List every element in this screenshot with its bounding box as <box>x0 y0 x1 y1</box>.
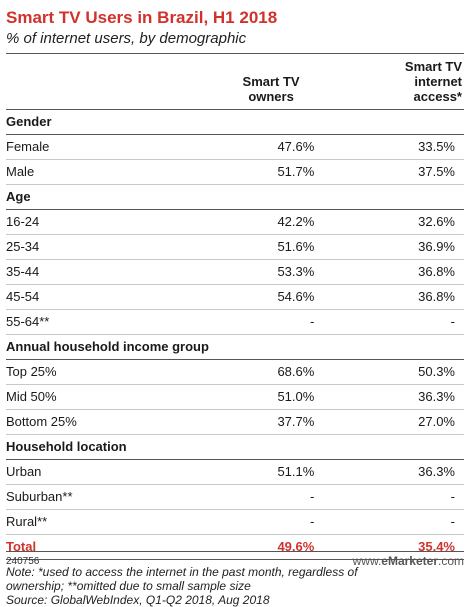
table-row: Female 47.6% 33.5% <box>6 134 464 160</box>
owners-value: 37.7% <box>225 409 341 435</box>
owners-value: 51.1% <box>225 459 341 485</box>
table-row: 35-44 53.3% 36.8% <box>6 259 464 285</box>
note-line-2: ownership; **omitted due to small sample… <box>6 579 251 593</box>
owners-value: - <box>225 309 341 335</box>
chart-id: 240756 <box>6 556 40 567</box>
row-label: 35-44 <box>6 259 226 285</box>
access-value: 36.3% <box>340 384 464 410</box>
total-owners-value: 49.6% <box>225 534 341 560</box>
owners-value: 68.6% <box>225 359 341 385</box>
row-label: 45-54 <box>6 284 226 310</box>
table-row: 16-24 42.2% 32.6% <box>6 209 464 235</box>
header-access: Smart TV internet access* <box>340 54 464 110</box>
brand-logo: www.eMarketer.com <box>353 554 464 568</box>
top-rule <box>6 53 464 54</box>
table-row: Top 25% 68.6% 50.3% <box>6 359 464 385</box>
section-header-row: Gender <box>6 109 464 135</box>
access-value: 36.3% <box>340 459 464 485</box>
row-label: Female <box>6 134 226 160</box>
access-value: 36.8% <box>340 284 464 310</box>
table-row: 55-64** - - <box>6 309 464 335</box>
owners-value: 53.3% <box>225 259 341 285</box>
access-value: 33.5% <box>340 134 464 160</box>
access-value: 32.6% <box>340 209 464 235</box>
owners-value: 51.7% <box>225 159 341 185</box>
row-label: Top 25% <box>6 359 226 385</box>
owners-value: - <box>225 509 341 535</box>
header-owners: Smart TV owners <box>226 54 341 110</box>
row-label: 16-24 <box>6 209 226 235</box>
owners-value: - <box>225 484 341 510</box>
table-row: Mid 50% 51.0% 36.3% <box>6 384 464 410</box>
note: Note: *used to access the internet in th… <box>6 565 464 607</box>
section-header-row: Annual household income group <box>6 334 464 360</box>
owners-value: 42.2% <box>225 209 341 235</box>
data-table: Smart TV owners Smart TV internet access… <box>6 54 464 560</box>
total-label: Total <box>6 534 226 560</box>
table-row: Male 51.7% 37.5% <box>6 159 464 185</box>
row-label: Mid 50% <box>6 384 226 410</box>
section-header-row: Age <box>6 184 464 210</box>
table-row: 45-54 54.6% 36.8% <box>6 284 464 310</box>
table-row: Suburban** - - <box>6 484 464 510</box>
table-body: Gender Female 47.6% 33.5% Male 51.7% 37.5% Age 1… <box>6 109 464 560</box>
section-header-row: Household location <box>6 434 464 460</box>
access-value: 36.9% <box>340 234 464 260</box>
access-value: 50.3% <box>340 359 464 385</box>
total-row: Total 49.6% 35.4% <box>6 534 464 560</box>
row-label: 55-64** <box>6 309 226 335</box>
section-title: Gender <box>6 109 464 135</box>
row-label: Suburban** <box>6 484 226 510</box>
header-label-cell <box>6 54 226 110</box>
table-row: Bottom 25% 37.7% 27.0% <box>6 409 464 435</box>
access-value: - <box>340 509 464 535</box>
chart-subtitle: % of internet users, by demographic <box>6 30 247 47</box>
owners-value: 51.6% <box>225 234 341 260</box>
row-label: Male <box>6 159 226 185</box>
section-title: Annual household income group <box>6 334 464 360</box>
table-row: Rural** - - <box>6 509 464 535</box>
brand-name: eMarketer <box>381 554 438 568</box>
brand-prefix: www. <box>352 554 382 568</box>
source-line: Source: GlobalWebIndex, Q1-Q2 2018, Aug … <box>6 593 270 607</box>
header-access-line3: access* <box>413 89 462 104</box>
owners-value: 47.6% <box>225 134 341 160</box>
section-title: Household location <box>6 434 464 460</box>
owners-value: 51.0% <box>225 384 341 410</box>
header-row: Smart TV owners Smart TV internet access… <box>6 54 464 110</box>
header-access-line2: internet <box>414 74 462 89</box>
table-row: 25-34 51.6% 36.9% <box>6 234 464 260</box>
owners-value: 54.6% <box>225 284 341 310</box>
row-label: 25-34 <box>6 234 226 260</box>
access-value: 27.0% <box>340 409 464 435</box>
section-title: Age <box>6 184 464 210</box>
header-owners-line2: owners <box>248 89 294 104</box>
row-label: Rural** <box>6 509 226 535</box>
table-row: Urban 51.1% 36.3% <box>6 459 464 485</box>
footer: 240756 www.eMarketer.com <box>6 551 464 570</box>
header-access-line1: Smart TV <box>404 59 462 74</box>
row-label: Urban <box>6 459 226 485</box>
access-value: - <box>340 309 464 335</box>
access-value: 36.8% <box>340 259 464 285</box>
chart-title: Smart TV Users in Brazil, H1 2018 <box>6 8 278 27</box>
brand-suffix: .com <box>437 554 464 568</box>
access-value: 37.5% <box>340 159 464 185</box>
header-owners-line1: Smart TV <box>242 74 300 89</box>
total-access-value: 35.4% <box>340 534 464 560</box>
access-value: - <box>340 484 464 510</box>
row-label: Bottom 25% <box>6 409 226 435</box>
chart-card: Smart TV Users in Brazil, H1 2018 % of i… <box>6 8 464 607</box>
